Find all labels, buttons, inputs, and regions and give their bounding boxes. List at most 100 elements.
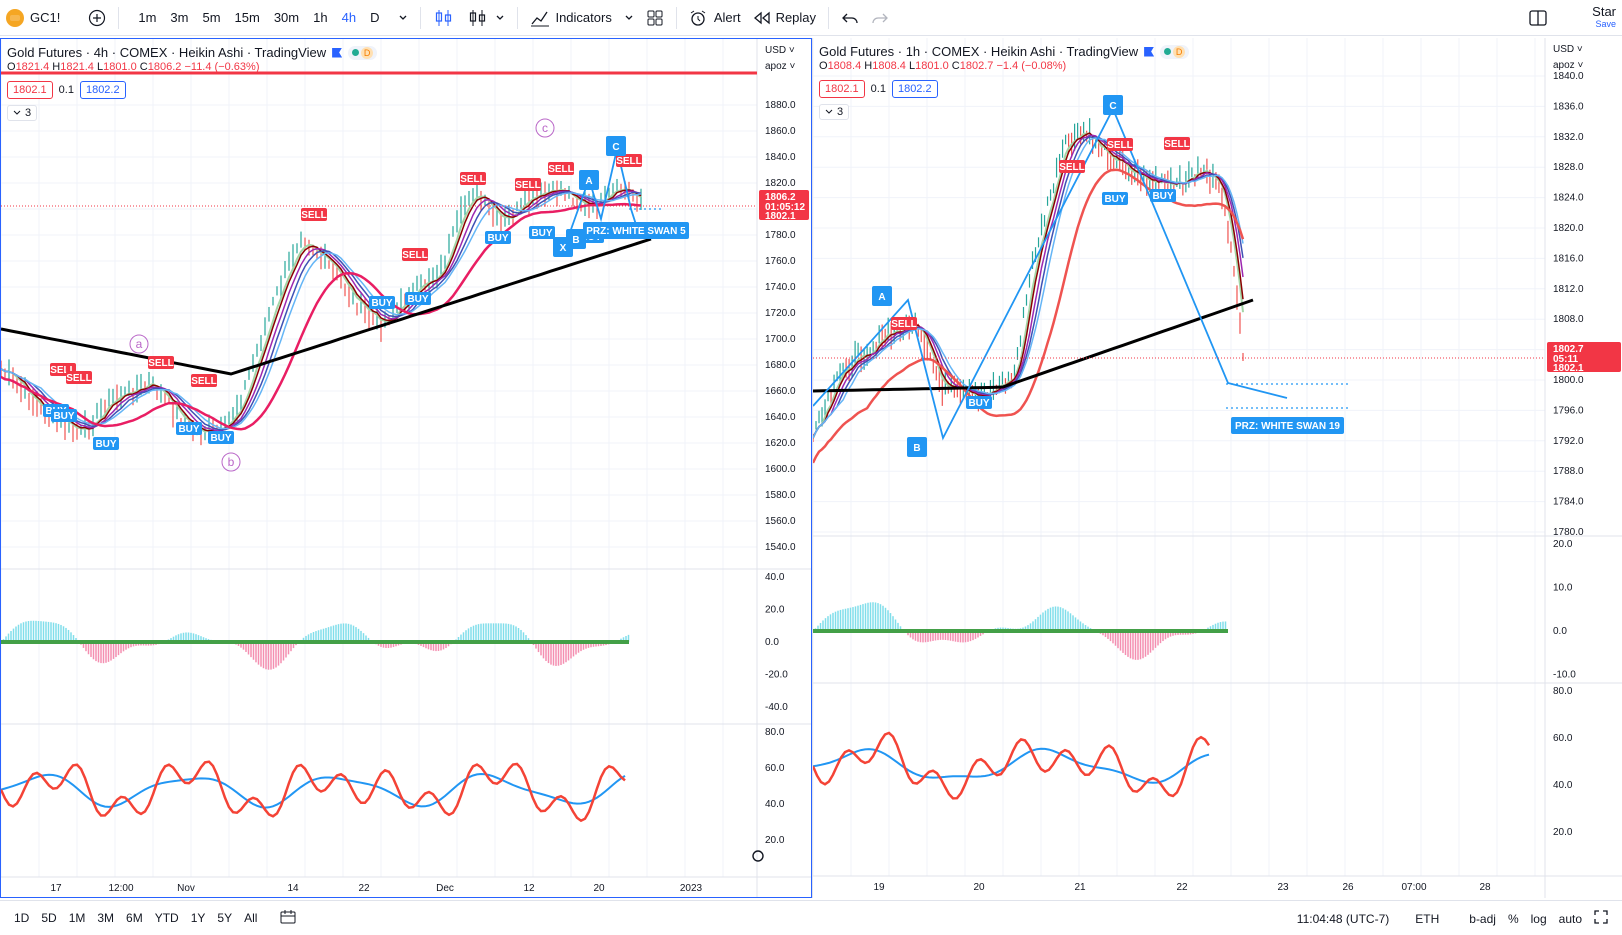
price-tick-label: 1860.0 [765, 126, 796, 137]
chevron-down-icon [625, 15, 633, 20]
close-value: 1802.7 [959, 60, 994, 72]
timeframe-3m[interactable]: 3m [170, 10, 189, 25]
chart-pane-4h[interactable]: 1880.01860.01840.01820.01800.01780.01760… [0, 38, 812, 898]
bar-style-button[interactable] [427, 0, 461, 36]
timeframe-dropdown[interactable] [392, 0, 414, 36]
sell-signal-tag [891, 317, 917, 330]
spread-value: 0.1 [58, 84, 74, 96]
rsi-tick-label: 20.0 [765, 835, 785, 846]
close-value: 1806.2 [147, 61, 182, 73]
last-price-value: 1806.2 [765, 192, 796, 203]
buy-signal-label: BUY [487, 233, 508, 244]
high-value: 1808.4 [872, 60, 906, 72]
compare-add-button[interactable] [82, 0, 112, 36]
pattern-point-tag [907, 437, 927, 457]
timeframe-1m[interactable]: 1m [138, 10, 157, 25]
status-dot-icon [352, 49, 360, 56]
symbol-search[interactable]: GC1! [0, 0, 66, 36]
sell-signal-tag [402, 248, 428, 261]
clock-timezone[interactable]: 11:04:48 (UTC-7) [1296, 911, 1390, 926]
status-dots[interactable]: D [348, 45, 378, 60]
scale-mode-selector[interactable]: apoz ˅ [765, 61, 795, 72]
redo-button[interactable] [865, 0, 895, 36]
rsi-line [1, 760, 626, 823]
range-6m[interactable]: 6M [126, 911, 143, 925]
currency-selector[interactable]: USD ˅ [1553, 44, 1583, 55]
range-5y[interactable]: 5Y [217, 911, 233, 925]
chart-pane-1h[interactable]: 1840.0 1836.0 1832.0 1828.0 1824.0 1820.0 1816… [812, 38, 1622, 898]
layout-button[interactable] [1522, 0, 1554, 36]
redo-icon [872, 13, 888, 23]
buy-price-button[interactable]: 1802.2 [79, 81, 126, 99]
settings-gear-icon[interactable] [752, 850, 764, 862]
sell-signal-label: SELL [402, 250, 428, 261]
timeframe-30m[interactable]: 30m [273, 10, 300, 25]
range-all[interactable]: All [244, 911, 258, 925]
templates-button[interactable] [640, 0, 670, 36]
buy-signal-label: BUY [968, 398, 989, 409]
session-button[interactable]: ETH [1415, 911, 1440, 926]
harmonic-pattern-line [563, 148, 640, 250]
price-tick-label: 1760.0 [765, 256, 796, 267]
auto-scale-button[interactable]: auto [1558, 911, 1582, 926]
alert-button[interactable]: Alert [683, 0, 747, 36]
sell-signal-label: SELL [891, 319, 917, 330]
rsi-tick-label: 60.0 [1553, 733, 1573, 744]
replay-button[interactable]: Replay [747, 0, 822, 36]
flag-icon[interactable] [1144, 46, 1155, 57]
last-price-badge [1547, 342, 1621, 372]
adjust-button[interactable]: b-adj [1469, 911, 1496, 926]
buy-price-button[interactable]: 1802.2 [891, 80, 938, 98]
chart-canvas-1h[interactable]: 1840.0 1836.0 1832.0 1828.0 1824.0 1820.0 1816… [813, 38, 1622, 898]
chart-type-button[interactable] [461, 0, 511, 36]
range-ytd[interactable]: YTD [154, 911, 179, 925]
price-tick-label: 1600.0 [765, 464, 796, 475]
chevron-down-icon [825, 109, 833, 114]
spread-value: 0.1 [870, 83, 886, 95]
indicators-collapse-button[interactable]: 3 [819, 104, 850, 120]
chevron-down-icon [496, 15, 504, 20]
status-dots[interactable]: D [1160, 44, 1190, 59]
indicators-dropdown[interactable] [618, 0, 640, 36]
buy-signal-tag [369, 296, 395, 309]
timeframe-D[interactable]: D [370, 10, 380, 25]
ma-indigo-line [1, 191, 642, 431]
price-tick-label: 1816.0 [1553, 253, 1584, 264]
percent-scale-button[interactable]: % [1507, 911, 1519, 926]
gold-logo-icon [6, 8, 24, 27]
timeframe-15m[interactable]: 15m [234, 10, 260, 25]
goto-date-button[interactable] [273, 909, 303, 928]
ma-red-line [1, 202, 642, 431]
star-save-button[interactable]: Star Save [1568, 5, 1622, 30]
range-1m[interactable]: 1M [68, 911, 86, 925]
currency-selector[interactable]: USD ˅ [765, 45, 795, 56]
wave-label-circle [129, 334, 149, 354]
timeframe-5m[interactable]: 5m [202, 10, 221, 25]
sell-signal-label: SELL [515, 180, 541, 191]
range-1y[interactable]: 1Y [190, 911, 206, 925]
timeframe-1h[interactable]: 1h [313, 10, 328, 25]
top-toolbar: GC1! 1m 3m 5m 15m 30m 1h 4h D Indicators Alert … [0, 0, 1622, 36]
rsi-signal-line [813, 747, 1210, 784]
range-5d[interactable]: 5D [41, 911, 57, 925]
sell-price-button[interactable]: 1802.1 [819, 80, 865, 98]
calendar-range-icon [280, 909, 296, 923]
indicators-collapse-button[interactable]: 3 [7, 105, 38, 121]
indicators-button[interactable]: Indicators [524, 0, 617, 36]
undo-button[interactable] [835, 0, 865, 36]
log-scale-button[interactable]: log [1530, 911, 1547, 926]
price-tick-label: 1660.0 [765, 386, 796, 397]
sell-signal-label: SELL [191, 376, 217, 387]
rewind-icon [753, 11, 770, 24]
indicators-label: Indicators [555, 10, 612, 25]
sell-price-button[interactable]: 1802.1 [7, 81, 53, 99]
fullscreen-button[interactable] [1588, 910, 1614, 927]
timeframe-4h[interactable]: 4h [341, 10, 357, 25]
range-3m[interactable]: 3M [97, 911, 115, 925]
scale-mode-selector[interactable]: apoz ˅ [1553, 60, 1583, 71]
flag-icon[interactable] [332, 47, 343, 58]
range-1d[interactable]: 1D [14, 911, 30, 925]
sell-signal-label: SELL [1107, 140, 1133, 151]
chart-canvas-4h[interactable]: 1880.01860.01840.01820.01800.01780.01760… [1, 39, 812, 898]
ma-indigo-line [813, 136, 1244, 439]
